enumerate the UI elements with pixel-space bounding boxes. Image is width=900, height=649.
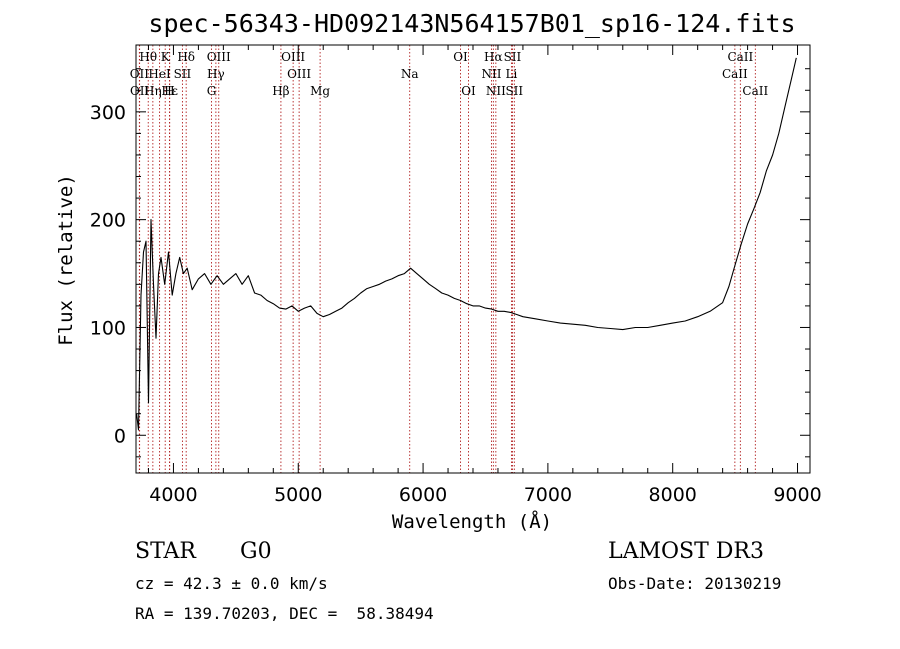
- x-tick-label: 8000: [649, 484, 697, 506]
- spectrum-line: [136, 57, 797, 431]
- x-tick-label: 6000: [399, 484, 447, 506]
- emission-line-label: OIII: [287, 67, 311, 81]
- emission-line-label: Hε: [161, 84, 178, 98]
- y-tick-label: 300: [90, 102, 126, 124]
- emission-line-label: Li: [506, 67, 518, 81]
- survey-name: LAMOST DR3: [608, 539, 764, 564]
- x-tick-label: 5000: [274, 484, 322, 506]
- emission-line-label: SII: [505, 84, 523, 98]
- x-tick-label: 4000: [149, 484, 197, 506]
- emission-line-label: OII: [130, 84, 150, 98]
- emission-line-markers: [138, 45, 756, 473]
- emission-line-label: Hβ: [272, 84, 289, 98]
- y-axis-label: Flux (relative): [55, 174, 77, 346]
- object-subclass: G0: [240, 539, 272, 564]
- emission-line-label: CaII: [727, 50, 753, 64]
- emission-line-label: G: [207, 84, 217, 98]
- x-axis-label: Wavelength (Å): [392, 510, 552, 533]
- coordinates: RA = 139.70203, DEC = 58.38494: [135, 604, 434, 623]
- emission-line-label: OI: [461, 84, 476, 98]
- emission-line-label: H: [164, 84, 174, 98]
- emission-line-label: Na: [401, 67, 419, 81]
- emission-line-label: NII: [486, 84, 506, 98]
- emission-line-label: CaII: [742, 84, 768, 98]
- emission-line-label: Hη: [144, 84, 162, 98]
- emission-line-label: Hθ: [139, 50, 157, 64]
- x-tick-label: 9000: [773, 484, 821, 506]
- object-class: STAR: [135, 539, 196, 564]
- emission-line-label: OIII: [281, 50, 305, 64]
- emission-line-label: Hγ: [207, 67, 225, 81]
- emission-line-label: K: [161, 50, 171, 64]
- y-tick-label: 0: [114, 425, 126, 447]
- axis-ticks: 4000 5000 6000 7000 8000 9000 0 100 200 300: [90, 45, 822, 506]
- chart-title: spec-56343-HD092143N564157B01_sp16-124.f…: [148, 9, 795, 38]
- emission-line-label: HeI: [148, 67, 171, 81]
- y-tick-label: 200: [90, 210, 126, 232]
- emission-line-label: OII: [130, 67, 150, 81]
- emission-line-label: Hα: [484, 50, 503, 64]
- emission-line-label: OIII: [207, 50, 231, 64]
- emission-line-label: NII: [481, 67, 501, 81]
- emission-line-label: CaII: [722, 67, 748, 81]
- y-tick-label: 100: [90, 317, 126, 339]
- observation-date: Obs-Date: 20130219: [608, 574, 782, 593]
- redshift-cz: cz = 42.3 ± 0.0 km/s: [135, 574, 328, 593]
- emission-line-label: OI: [453, 50, 468, 64]
- emission-line-label: Hδ: [177, 50, 195, 64]
- emission-line-label: SII: [174, 67, 192, 81]
- emission-line-label: Mg: [310, 84, 330, 98]
- x-tick-label: 7000: [524, 484, 572, 506]
- plot-frame: [135, 44, 811, 474]
- emission-line-label: SII: [504, 50, 522, 64]
- spectrum-series: [136, 57, 797, 431]
